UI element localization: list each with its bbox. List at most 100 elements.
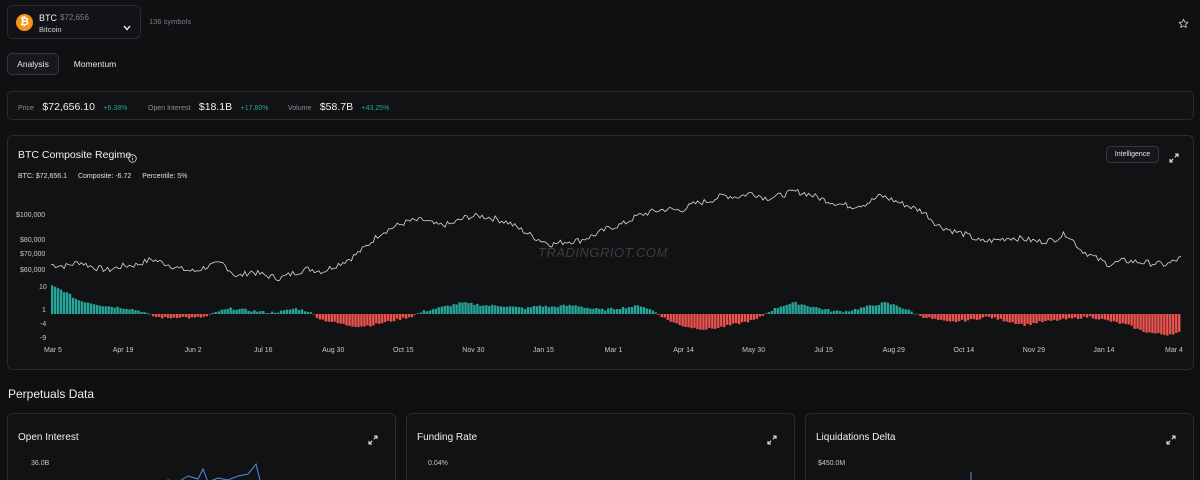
composite-bar xyxy=(181,314,185,317)
composite-bar xyxy=(265,313,268,314)
stats-bar: Price $72,656.10 +6.38% Open Interest $1… xyxy=(7,91,1194,120)
stat-oi-change: +17.80% xyxy=(240,105,269,112)
composite-bar xyxy=(416,313,420,314)
composite-bar xyxy=(562,304,565,314)
composite-bar xyxy=(217,311,220,314)
composite-bar xyxy=(1142,314,1145,332)
composite-bar xyxy=(844,310,848,314)
stat-oi-value: $18.1B xyxy=(198,101,233,113)
stat-volume: Volume $58.7B +43.25% xyxy=(288,92,389,120)
composite-bar xyxy=(89,303,93,314)
composite-bar xyxy=(639,306,643,314)
composite-bar xyxy=(443,305,446,314)
composite-bar xyxy=(336,314,339,324)
composite-bar xyxy=(491,304,494,314)
tab-analysis[interactable]: Analysis xyxy=(7,53,59,75)
composite-bar xyxy=(92,304,95,314)
composite-bar xyxy=(699,314,702,330)
composite-bar xyxy=(321,314,324,320)
composite-bar xyxy=(303,311,307,314)
composite-bar xyxy=(262,310,265,314)
composite-bar xyxy=(175,314,179,319)
composite-bar xyxy=(785,304,788,314)
composite-bar xyxy=(1038,314,1041,322)
composite-bar xyxy=(482,305,485,314)
panel-title: Open Interest xyxy=(18,432,79,443)
composite-bar xyxy=(107,306,110,314)
composite-bar xyxy=(925,314,928,319)
composite-bar xyxy=(1151,314,1154,334)
composite-bar xyxy=(357,314,360,328)
composite-bar xyxy=(476,303,479,314)
composite-bar xyxy=(791,302,794,314)
composite-bar xyxy=(1115,314,1118,323)
info-icon[interactable] xyxy=(128,150,137,168)
composite-bar xyxy=(613,309,616,314)
composite-tick: -9 xyxy=(40,335,47,342)
composite-bar xyxy=(1002,314,1005,322)
x-tick: May 30 xyxy=(742,347,766,354)
composite-bar xyxy=(839,310,842,314)
composite-bar xyxy=(1005,314,1008,322)
composite-bar xyxy=(937,314,940,320)
composite-bar xyxy=(318,314,321,320)
composite-bar xyxy=(1076,314,1080,320)
star-icon[interactable] xyxy=(1178,16,1189,34)
panel-open-interest: Open Interest 36.0B xyxy=(7,413,396,480)
x-tick: Aug 30 xyxy=(322,347,345,354)
composite-bar xyxy=(871,305,875,314)
composite-bar xyxy=(731,314,735,324)
composite-bar xyxy=(505,306,509,314)
composite-bar xyxy=(862,307,866,314)
x-tick: Jul 15 xyxy=(814,347,834,354)
composite-bar xyxy=(1100,314,1104,319)
composite-bar xyxy=(702,314,705,330)
tab-momentum[interactable]: Momentum xyxy=(73,59,117,69)
stat-volume-change: +43.25% xyxy=(361,105,390,112)
expand-icon[interactable] xyxy=(767,432,777,450)
composite-bar xyxy=(247,310,250,314)
composite-bar xyxy=(1023,314,1026,326)
composite-bar xyxy=(737,314,741,325)
composite-bar xyxy=(752,314,756,320)
expand-icon[interactable] xyxy=(1169,150,1179,168)
x-tick: Mar 5 xyxy=(44,347,62,354)
composite-bar xyxy=(883,302,886,314)
composite-bar xyxy=(395,314,399,319)
composite-bar xyxy=(146,312,149,314)
composite-bar xyxy=(104,306,107,314)
composite-bar xyxy=(723,314,726,328)
composite-bar xyxy=(238,308,241,314)
composite-bar xyxy=(381,314,384,324)
expand-icon[interactable] xyxy=(1166,432,1176,450)
composite-bar xyxy=(137,310,140,314)
composite-bar xyxy=(229,307,232,314)
symbol-name: Bitcoin xyxy=(39,25,62,34)
composite-bar xyxy=(648,309,652,314)
chevron-down-icon[interactable] xyxy=(123,18,131,36)
composite-bar xyxy=(241,308,244,314)
intelligence-button[interactable]: Intelligence xyxy=(1106,146,1159,163)
composite-bar xyxy=(101,306,104,314)
composite-bar xyxy=(494,305,497,314)
composite-bar xyxy=(226,308,229,314)
composite-bar xyxy=(714,314,717,329)
composite-bar xyxy=(440,306,443,314)
composite-bar xyxy=(541,306,545,314)
composite-bar xyxy=(1121,314,1124,324)
composite-bar xyxy=(868,305,872,314)
price-tick: $70,000 xyxy=(20,251,46,258)
composite-bar xyxy=(919,314,922,316)
panel-y-label: $450.0M xyxy=(818,460,846,467)
expand-icon[interactable] xyxy=(368,432,378,450)
composite-bar xyxy=(190,314,194,318)
symbol-selector[interactable]: ₿ BTC $72,656 Bitcoin xyxy=(7,5,141,39)
composite-bar xyxy=(981,314,985,318)
composite-bar xyxy=(755,314,759,319)
composite-bar xyxy=(853,308,857,314)
composite-bar xyxy=(865,305,869,314)
composite-bar xyxy=(526,307,530,314)
composite-bar xyxy=(666,314,669,320)
composite-bar xyxy=(601,308,604,314)
composite-bar xyxy=(1169,314,1172,335)
